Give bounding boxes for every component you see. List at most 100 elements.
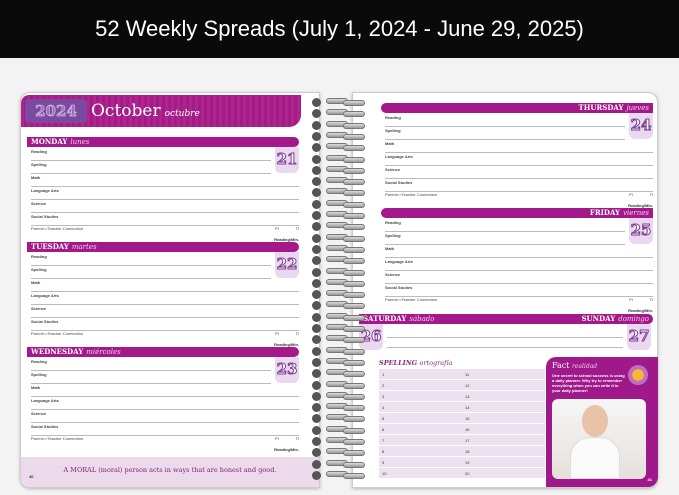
spiral-hole <box>312 199 321 209</box>
spelling-row[interactable]: 8 18 <box>379 446 545 457</box>
spelling-row[interactable]: 4 14 <box>379 402 545 413</box>
spiral-ring <box>343 371 365 378</box>
subject-line-language-arts[interactable]: Language Arts <box>385 258 653 271</box>
day-section: THURSDAY jueves 24 Reading Spelling Math Langu… <box>381 103 653 208</box>
weekend-line[interactable] <box>387 330 623 338</box>
spelling-row[interactable]: 10 20 <box>379 468 545 479</box>
date-badge: 22 <box>275 252 299 278</box>
spiral-ring <box>343 416 365 423</box>
spelling-row[interactable]: 6 16 <box>379 424 545 435</box>
spelling-row[interactable]: 2 12 <box>379 380 545 391</box>
spelling-row[interactable]: 1 11 <box>379 369 545 380</box>
spelling-row[interactable]: 3 13 <box>379 391 545 402</box>
reading-minutes: Reading/Min. <box>274 237 299 242</box>
subject-line-reading[interactable]: Reading <box>31 253 271 266</box>
subject-line-math[interactable]: Math <box>31 174 299 187</box>
parent-teacher-connection: Parent<>Teacher Connection PI TI <box>31 331 299 336</box>
weekend-bar: SATURDAY sábado SUNDAY domingo <box>359 314 653 324</box>
spiral-ring <box>343 472 365 479</box>
subject-line-math[interactable]: Math <box>31 279 299 292</box>
day-name-es: viernes <box>623 209 649 217</box>
day-name: WEDNESDAY <box>31 347 84 356</box>
spiral-hole <box>312 425 321 435</box>
spiral-ring <box>343 450 365 457</box>
spelling-number: 11 <box>465 371 470 377</box>
fact-label-es: realidad <box>572 363 598 370</box>
spiral-ring <box>343 382 365 389</box>
subject-line-reading[interactable]: Reading <box>385 114 625 127</box>
spelling-number: 15 <box>465 415 470 421</box>
spelling-number: 16 <box>465 426 470 432</box>
subject-line-science[interactable]: Science <box>385 271 653 284</box>
subject-line-spelling[interactable]: Spelling <box>31 161 271 174</box>
subject-line-language-arts[interactable]: Language Arts <box>31 292 299 305</box>
spelling-number: 10 <box>382 470 387 476</box>
banner: 52 Weekly Spreads (July 1, 2024 - June 2… <box>0 0 679 58</box>
subject-line-social-studies[interactable]: Social Studies <box>31 423 299 436</box>
day-name: TUESDAY <box>31 242 69 251</box>
date-badge: 25 <box>629 218 653 244</box>
subject-line-math[interactable]: Math <box>385 140 653 153</box>
subject-line-spelling[interactable]: Spelling <box>31 266 271 279</box>
subject-line-science[interactable]: Science <box>385 166 653 179</box>
subject-line-language-arts[interactable]: Language Arts <box>31 397 299 410</box>
reading-minutes: Reading/Min. <box>628 203 653 208</box>
subject-line-reading[interactable]: Reading <box>31 358 271 371</box>
spiral-ring <box>343 393 365 400</box>
subject-line-math[interactable]: Math <box>31 384 299 397</box>
subject-line-spelling[interactable]: Spelling <box>385 232 625 245</box>
subject-line-spelling[interactable]: Spelling <box>385 127 625 140</box>
spelling-number: 17 <box>465 437 470 443</box>
reading-minutes: Reading/Min. <box>274 447 299 452</box>
spiral-ring <box>343 337 365 344</box>
spiral-ring <box>343 122 365 129</box>
spelling-number: 9 <box>382 459 385 465</box>
spelling-row[interactable]: 9 19 <box>379 457 545 468</box>
spelling-number: 13 <box>465 393 470 399</box>
weekend-line[interactable] <box>387 340 623 348</box>
day-section: WEDNESDAY miércoles 23 Reading Spelling Math L… <box>27 347 299 452</box>
sunday-label: SUNDAY <box>581 314 616 323</box>
parent-teacher-connection: Parent<>Teacher Connection PI TI <box>31 226 299 231</box>
spiral-ring <box>343 246 365 253</box>
sunday-label-es: domingo <box>618 315 649 323</box>
lightbulb-icon <box>628 365 648 385</box>
subject-line-social-studies[interactable]: Social Studies <box>385 179 653 192</box>
subject-line-language-arts[interactable]: Language Arts <box>385 153 653 166</box>
saturday-label: SATURDAY <box>363 314 407 323</box>
spiral-ring <box>343 213 365 219</box>
spelling-row[interactable]: 7 17 <box>379 435 545 446</box>
subject-line-science[interactable]: Science <box>31 305 299 318</box>
spiral-ring <box>343 280 365 287</box>
month-name-es: octubre <box>164 109 200 119</box>
subject-line-social-studies[interactable]: Social Studies <box>31 213 299 226</box>
subject-line-reading[interactable]: Reading <box>31 148 271 161</box>
spiral-ring <box>343 439 365 445</box>
subject-line-math[interactable]: Math <box>385 245 653 258</box>
spelling-row[interactable]: 5 15 <box>379 413 545 424</box>
month-name: October <box>91 101 161 121</box>
date-badge: 21 <box>275 147 299 173</box>
subject-line-science[interactable]: Science <box>31 410 299 423</box>
subject-line-reading[interactable]: Reading <box>385 219 625 232</box>
initials: PI TI <box>275 331 299 336</box>
spelling-number: 18 <box>465 448 470 454</box>
spiral-hole <box>312 459 321 469</box>
initial-box: PI <box>275 226 279 231</box>
day-name-es: lunes <box>70 138 90 146</box>
subject-line-spelling[interactable]: Spelling <box>31 371 271 384</box>
subject-line-social-studies[interactable]: Social Studies <box>31 318 299 331</box>
spiral-hole <box>312 335 321 345</box>
spiral-ring <box>343 190 365 197</box>
spelling-number: 2 <box>382 382 385 388</box>
subject-line-social-studies[interactable]: Social Studies <box>385 284 653 297</box>
photo-face <box>582 405 608 437</box>
parent-teacher-connection: Parent<>Teacher Connection PI TI <box>385 192 653 197</box>
subject-line-language-arts[interactable]: Language Arts <box>31 187 299 200</box>
page-number: 40 <box>29 474 34 479</box>
spiral-hole <box>312 256 321 266</box>
fact-text: One secret to school success is using a … <box>552 373 625 393</box>
spiral-ring <box>343 303 365 310</box>
subject-line-science[interactable]: Science <box>31 200 299 213</box>
reading-minutes: Reading/Min. <box>628 308 653 313</box>
